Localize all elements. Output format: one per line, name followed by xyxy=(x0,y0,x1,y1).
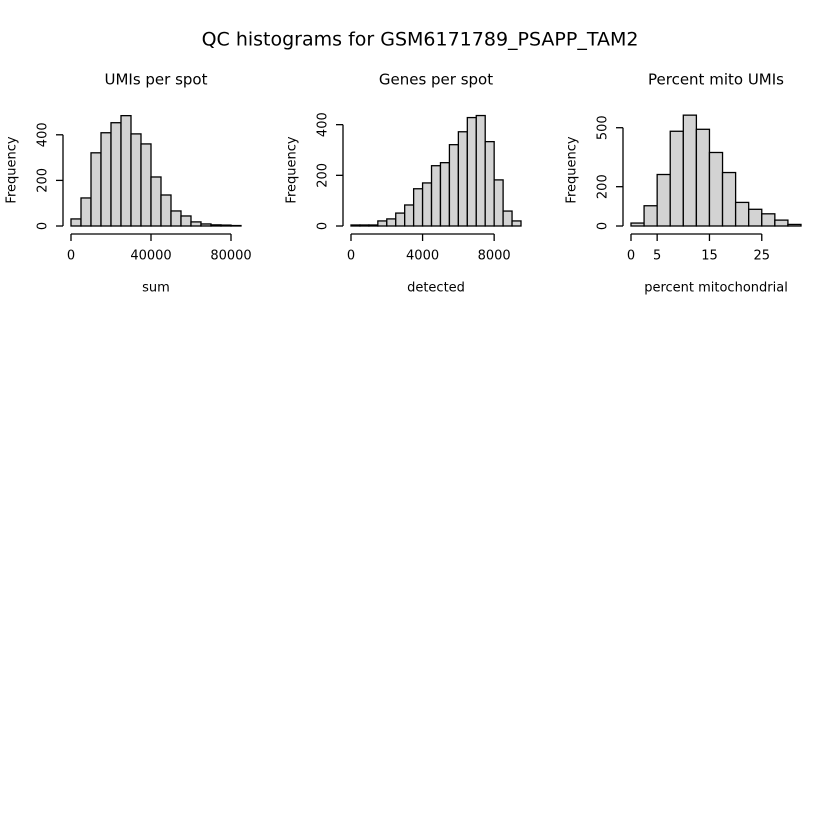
bar xyxy=(359,224,370,227)
bar xyxy=(748,208,763,227)
bar xyxy=(466,116,477,227)
bar xyxy=(190,221,202,227)
y-tick-label: 400 xyxy=(36,122,51,147)
bar xyxy=(412,188,424,227)
bar xyxy=(682,114,698,227)
bar xyxy=(493,179,504,227)
y-axis-label: Frequency xyxy=(565,136,580,203)
bar xyxy=(511,220,522,227)
bar xyxy=(734,201,750,227)
panel-title: Percent mito UMIs xyxy=(648,71,784,89)
y-tick-label: 400 xyxy=(316,112,331,137)
bar xyxy=(708,151,724,227)
bar xyxy=(630,222,645,227)
bar xyxy=(120,114,132,227)
x-tick-label: 5 xyxy=(653,249,661,264)
x-tick-label: 40000 xyxy=(130,249,171,264)
x-tick-label: 4000 xyxy=(406,249,439,264)
bar xyxy=(210,224,222,227)
chart-title: QC histograms for GSM6171789_PSAPP_TAM2 xyxy=(202,29,639,51)
y-axis-label: Frequency xyxy=(5,136,20,203)
bar xyxy=(110,122,122,227)
bar xyxy=(643,205,658,227)
bar xyxy=(484,140,495,227)
bar xyxy=(721,171,737,227)
y-tick-label: 500 xyxy=(596,115,611,140)
x-axis-label: percent mitochondrial xyxy=(644,281,788,296)
bar xyxy=(350,224,361,227)
bar xyxy=(395,212,406,227)
bar xyxy=(368,224,379,227)
x-axis-label: sum xyxy=(142,281,170,296)
bar xyxy=(656,173,671,227)
bar xyxy=(502,210,513,227)
panel-title: UMIs per spot xyxy=(104,71,207,89)
bar xyxy=(448,144,460,227)
bar xyxy=(386,218,397,227)
bar xyxy=(150,176,162,227)
bar xyxy=(377,220,388,227)
bar xyxy=(180,215,192,227)
x-tick-label: 25 xyxy=(753,249,770,264)
bar xyxy=(669,130,684,227)
bar xyxy=(439,162,451,227)
bar xyxy=(404,204,415,227)
bar xyxy=(787,223,802,227)
bar xyxy=(70,218,82,227)
x-tick-label: 8000 xyxy=(478,249,511,264)
bar xyxy=(90,152,102,227)
bar xyxy=(761,213,776,227)
bar xyxy=(774,219,789,227)
x-tick-label: 0 xyxy=(347,249,355,264)
bar xyxy=(421,182,433,227)
y-tick-label: 0 xyxy=(36,222,51,230)
bar xyxy=(170,210,182,227)
bar xyxy=(130,133,142,227)
bar xyxy=(220,224,232,227)
bar xyxy=(100,132,112,227)
bar xyxy=(475,114,486,227)
x-tick-label: 0 xyxy=(627,249,635,264)
bar xyxy=(80,197,92,227)
bar xyxy=(160,194,172,227)
y-tick-label: 200 xyxy=(596,174,611,199)
panel-title: Genes per spot xyxy=(379,71,493,89)
bar xyxy=(140,143,152,227)
y-axis-label: Frequency xyxy=(285,136,300,203)
x-axis-label: detected xyxy=(407,281,465,296)
y-tick-label: 0 xyxy=(316,222,331,230)
x-tick-label: 80000 xyxy=(210,249,251,264)
x-tick-label: 0 xyxy=(67,249,75,264)
x-tick-label: 15 xyxy=(701,249,718,264)
bar xyxy=(695,128,711,227)
y-tick-label: 0 xyxy=(596,222,611,230)
y-tick-label: 200 xyxy=(316,163,331,188)
bar xyxy=(430,165,442,227)
bar xyxy=(200,223,212,227)
bar xyxy=(457,131,468,227)
y-tick-label: 200 xyxy=(36,168,51,193)
